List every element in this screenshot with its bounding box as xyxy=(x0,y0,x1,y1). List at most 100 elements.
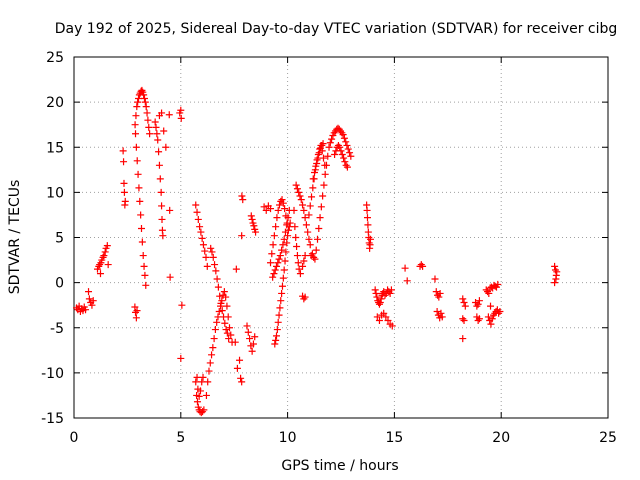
data-point xyxy=(309,184,317,192)
data-point xyxy=(238,192,246,200)
data-point xyxy=(137,87,145,95)
data-point xyxy=(199,373,207,381)
data-point xyxy=(295,188,303,196)
data-point xyxy=(208,351,216,359)
data-point xyxy=(317,203,325,211)
data-point xyxy=(140,262,148,270)
data-point xyxy=(485,289,493,297)
data-point xyxy=(301,293,309,301)
y-tick-label: 15 xyxy=(46,140,64,156)
data-point xyxy=(321,161,329,169)
data-point xyxy=(192,378,200,386)
data-point xyxy=(142,281,150,289)
x-tick-labels: 0 5 10 15 20 25 xyxy=(70,430,617,446)
data-point xyxy=(177,106,185,114)
data-point xyxy=(158,215,166,223)
y-tick-label: -10 xyxy=(41,366,64,382)
data-point xyxy=(103,242,111,250)
data-point xyxy=(278,246,286,254)
data-point xyxy=(250,222,258,230)
data-point xyxy=(343,141,351,149)
data-point xyxy=(268,250,276,258)
data-point xyxy=(119,147,127,155)
data-point xyxy=(101,248,109,256)
data-point xyxy=(403,277,411,285)
data-point xyxy=(160,127,168,135)
data-point xyxy=(372,289,380,297)
data-point xyxy=(140,95,148,103)
data-point xyxy=(207,244,215,252)
data-point xyxy=(341,158,349,166)
data-point xyxy=(236,356,244,364)
y-axis-label: SDTVAR / TECUs xyxy=(7,180,23,295)
data-point xyxy=(220,313,228,321)
data-point xyxy=(363,214,371,222)
data-point xyxy=(328,135,336,143)
data-point xyxy=(338,150,346,158)
data-point xyxy=(206,359,214,367)
data-point xyxy=(136,197,144,205)
data-point xyxy=(141,271,149,279)
data-point xyxy=(319,154,327,162)
data-point xyxy=(474,300,482,308)
data-point xyxy=(165,111,173,119)
data-point xyxy=(146,130,154,138)
data-point xyxy=(302,221,310,229)
data-point xyxy=(85,288,93,296)
data-point xyxy=(380,309,388,317)
data-point xyxy=(213,318,221,326)
data-point xyxy=(312,162,320,170)
y-tick-label: 10 xyxy=(46,185,64,201)
data-point xyxy=(344,145,352,153)
data-point xyxy=(384,317,392,325)
data-point xyxy=(299,262,307,270)
x-tick-label: 20 xyxy=(492,430,510,446)
data-point xyxy=(239,196,247,204)
data-point xyxy=(311,255,319,263)
data-point xyxy=(238,232,246,240)
data-point xyxy=(133,307,141,315)
data-point xyxy=(300,206,308,214)
data-point xyxy=(282,248,290,256)
data-point xyxy=(155,148,163,156)
y-tick-label: 5 xyxy=(55,231,64,247)
data-point xyxy=(156,175,164,183)
data-point xyxy=(100,252,108,260)
data-point xyxy=(120,158,128,166)
data-point xyxy=(269,241,277,249)
data-point xyxy=(96,270,104,278)
data-point xyxy=(552,275,560,283)
data-point xyxy=(317,141,325,149)
data-point xyxy=(278,289,286,297)
data-point xyxy=(318,147,326,155)
data-point xyxy=(313,156,321,164)
data-point xyxy=(417,261,425,269)
data-point xyxy=(337,147,345,155)
x-axis-label: GPS time / hours xyxy=(281,458,398,474)
data-point xyxy=(202,391,210,399)
data-point xyxy=(205,367,213,375)
data-points xyxy=(73,86,561,417)
data-point xyxy=(132,308,140,316)
data-point xyxy=(272,262,280,270)
data-point xyxy=(375,300,383,308)
data-point xyxy=(132,143,140,151)
data-point xyxy=(346,149,354,157)
axis-ticks xyxy=(73,56,609,419)
data-point xyxy=(246,335,254,343)
data-point xyxy=(387,286,395,294)
data-point xyxy=(401,264,409,272)
data-point xyxy=(551,262,559,270)
data-point xyxy=(293,185,301,193)
y-tick-label: 0 xyxy=(55,276,64,292)
data-point xyxy=(135,184,143,192)
data-point xyxy=(133,103,141,111)
data-point xyxy=(211,261,219,269)
data-point xyxy=(347,152,355,160)
data-point xyxy=(199,241,207,249)
data-point xyxy=(158,202,166,210)
data-point xyxy=(284,232,292,240)
data-point xyxy=(178,301,186,309)
data-point xyxy=(210,335,218,343)
data-point xyxy=(301,252,309,260)
